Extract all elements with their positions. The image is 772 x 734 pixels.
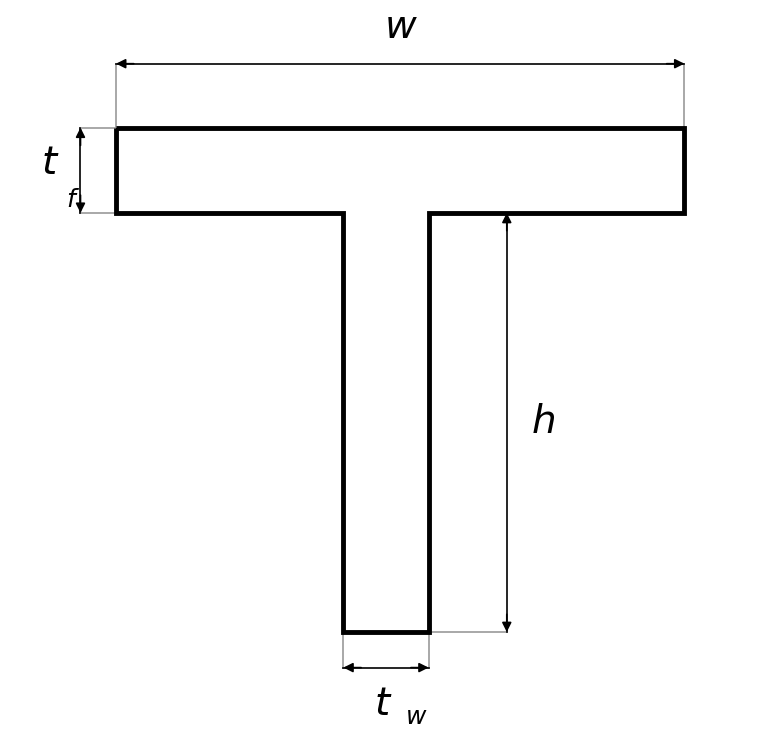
Text: f: f <box>66 188 75 212</box>
Text: w: w <box>384 8 416 46</box>
Text: t: t <box>375 686 390 724</box>
Text: w: w <box>406 705 426 729</box>
Text: t: t <box>42 144 56 182</box>
Text: h: h <box>532 404 557 441</box>
